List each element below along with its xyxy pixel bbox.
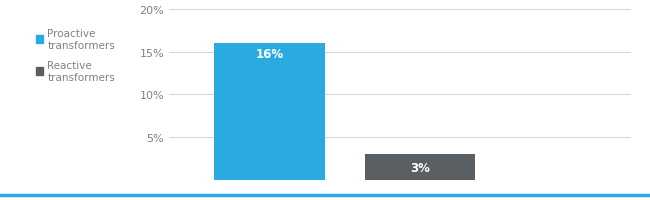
Legend: Proactive
transformers, Reactive
transformers: Proactive transformers, Reactive transfo…: [36, 29, 115, 82]
Bar: [214, 44, 324, 180]
Text: 16%: 16%: [255, 48, 283, 61]
Bar: [365, 154, 475, 180]
Text: 3%: 3%: [410, 161, 430, 174]
